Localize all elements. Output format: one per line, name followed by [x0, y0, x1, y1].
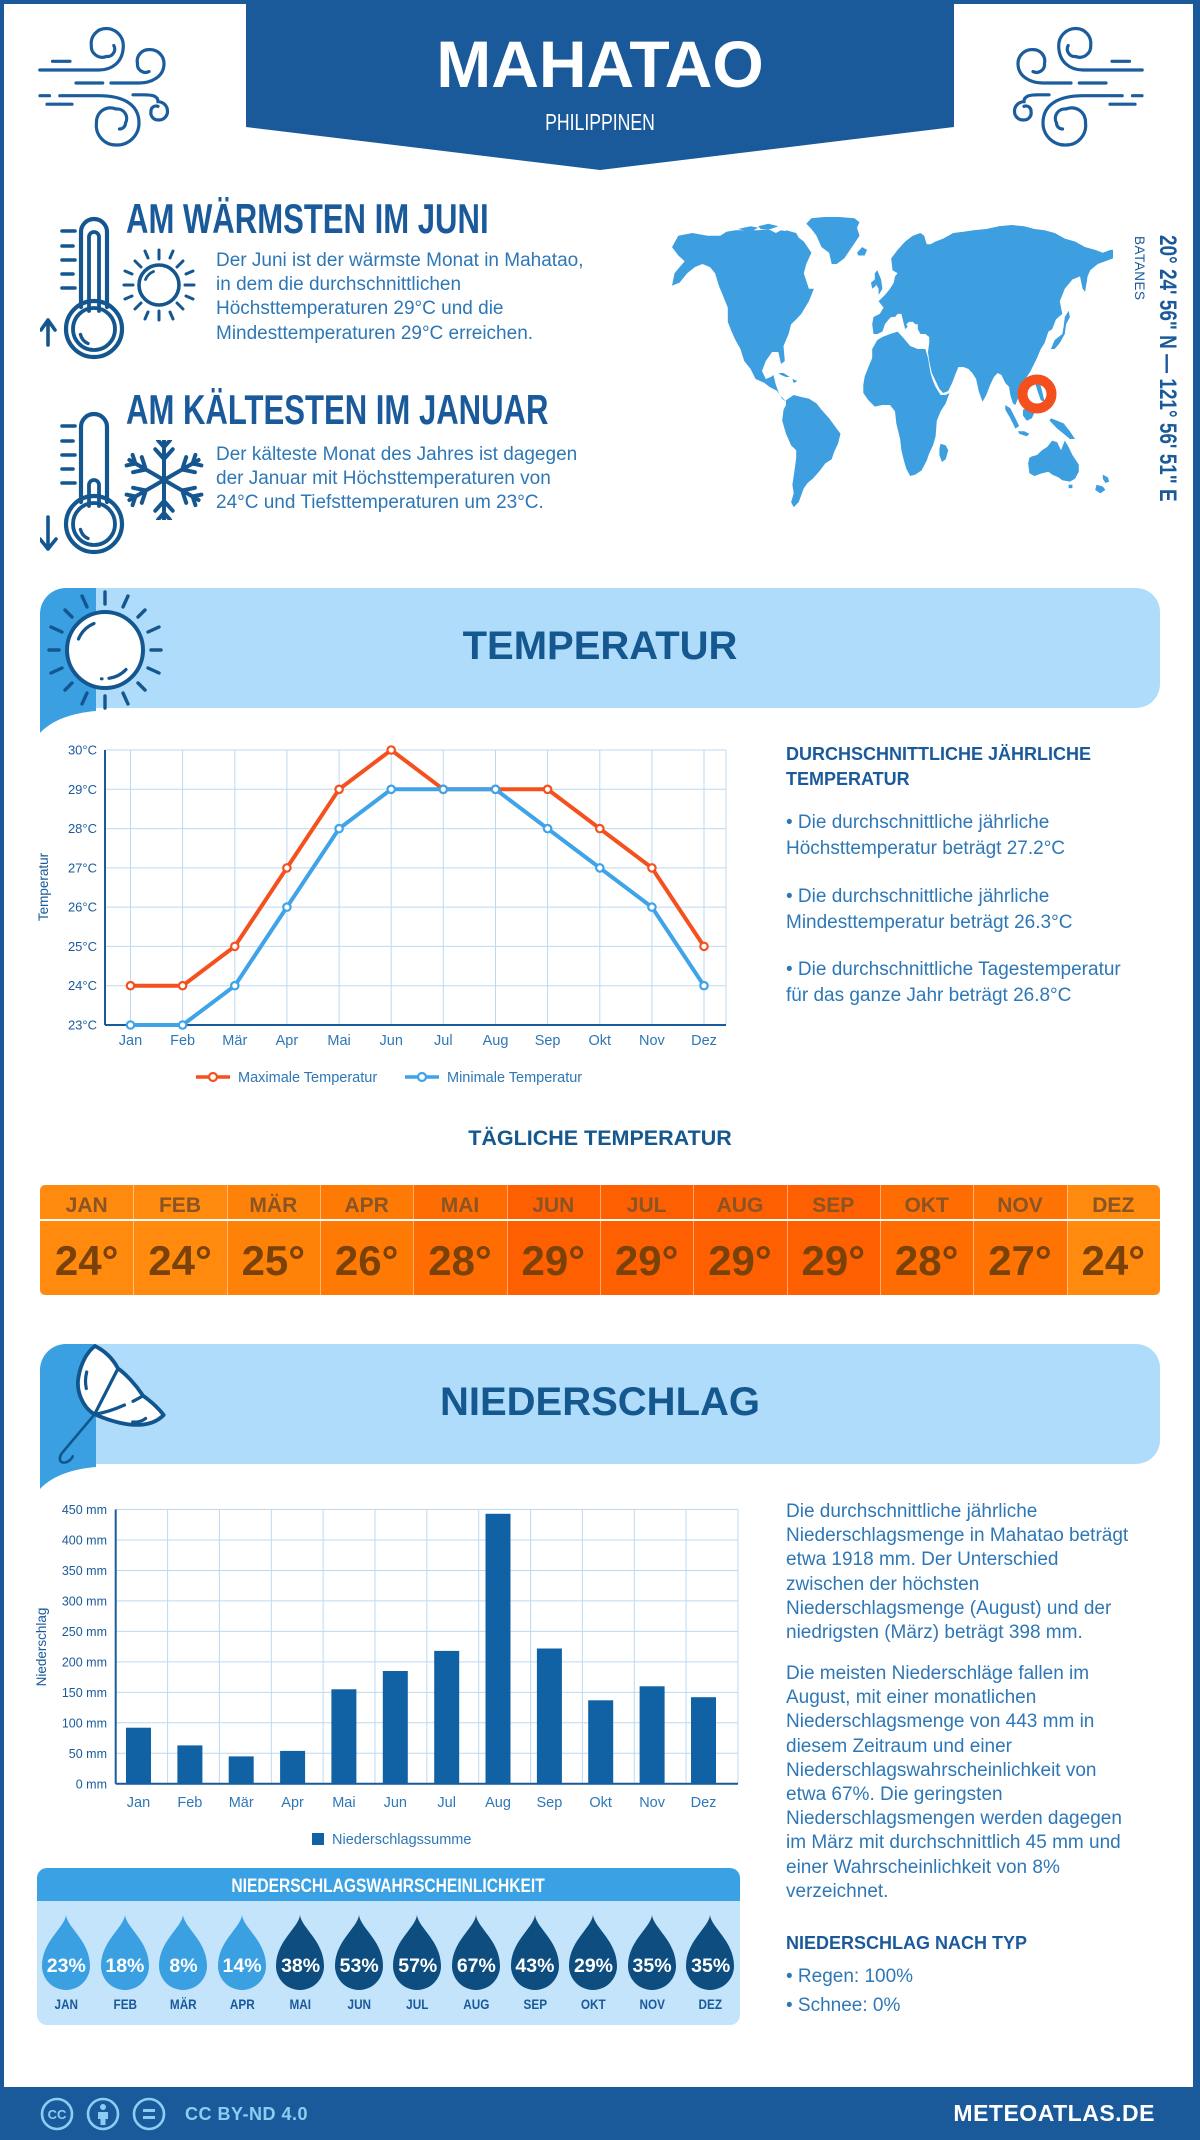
- svg-text:450 mm: 450 mm: [62, 1503, 107, 1517]
- svg-text:Mär: Mär: [222, 1033, 247, 1049]
- svg-text:Jan: Jan: [127, 1795, 150, 1811]
- svg-text:50 mm: 50 mm: [69, 1747, 107, 1761]
- svg-text:30°C: 30°C: [68, 743, 97, 758]
- svg-text:350 mm: 350 mm: [62, 1564, 107, 1578]
- svg-text:Apr: Apr: [281, 1795, 304, 1811]
- svg-text:Dez: Dez: [691, 1033, 717, 1049]
- svg-text:200 mm: 200 mm: [62, 1655, 107, 1669]
- svg-text:Mär: Mär: [229, 1795, 254, 1811]
- svg-text:Aug: Aug: [485, 1795, 511, 1811]
- svg-text:Apr: Apr: [276, 1033, 299, 1049]
- svg-text:150 mm: 150 mm: [62, 1686, 107, 1700]
- svg-text:Feb: Feb: [177, 1795, 202, 1811]
- svg-text:250 mm: 250 mm: [62, 1625, 107, 1639]
- svg-text:Sep: Sep: [536, 1795, 562, 1811]
- svg-text:Sep: Sep: [535, 1033, 561, 1049]
- svg-text:0 mm: 0 mm: [76, 1777, 107, 1791]
- svg-text:25°C: 25°C: [68, 939, 97, 954]
- svg-text:Mai: Mai: [332, 1795, 355, 1811]
- svg-text:Minimale Temperatur: Minimale Temperatur: [447, 1070, 582, 1086]
- svg-text:Okt: Okt: [589, 1795, 612, 1811]
- svg-text:Mai: Mai: [327, 1033, 350, 1049]
- svg-text:Nov: Nov: [639, 1795, 666, 1811]
- svg-text:Nov: Nov: [639, 1033, 666, 1049]
- svg-text:Dez: Dez: [691, 1795, 717, 1811]
- svg-text:Temperatur: Temperatur: [36, 852, 51, 921]
- svg-text:Aug: Aug: [483, 1033, 509, 1049]
- svg-text:Feb: Feb: [170, 1033, 195, 1049]
- svg-text:29°C: 29°C: [68, 782, 97, 797]
- svg-text:27°C: 27°C: [68, 860, 97, 875]
- svg-text:Niederschlagssumme: Niederschlagssumme: [332, 1832, 471, 1848]
- svg-text:Jun: Jun: [380, 1033, 403, 1049]
- svg-text:400 mm: 400 mm: [62, 1534, 107, 1548]
- svg-text:CC: CC: [48, 2107, 67, 2122]
- svg-text:26°C: 26°C: [68, 900, 97, 915]
- svg-text:23°C: 23°C: [68, 1018, 97, 1033]
- svg-text:24°C: 24°C: [68, 978, 97, 993]
- svg-text:Jan: Jan: [119, 1033, 142, 1049]
- svg-text:100 mm: 100 mm: [62, 1716, 107, 1730]
- svg-text:Jul: Jul: [434, 1033, 453, 1049]
- svg-text:28°C: 28°C: [68, 821, 97, 836]
- svg-text:Okt: Okt: [589, 1033, 612, 1049]
- svg-text:Jul: Jul: [437, 1795, 456, 1811]
- svg-text:Jun: Jun: [384, 1795, 407, 1811]
- svg-text:Niederschlag: Niederschlag: [34, 1608, 49, 1687]
- svg-text:300 mm: 300 mm: [62, 1594, 107, 1608]
- svg-text:Maximale Temperatur: Maximale Temperatur: [238, 1070, 377, 1086]
